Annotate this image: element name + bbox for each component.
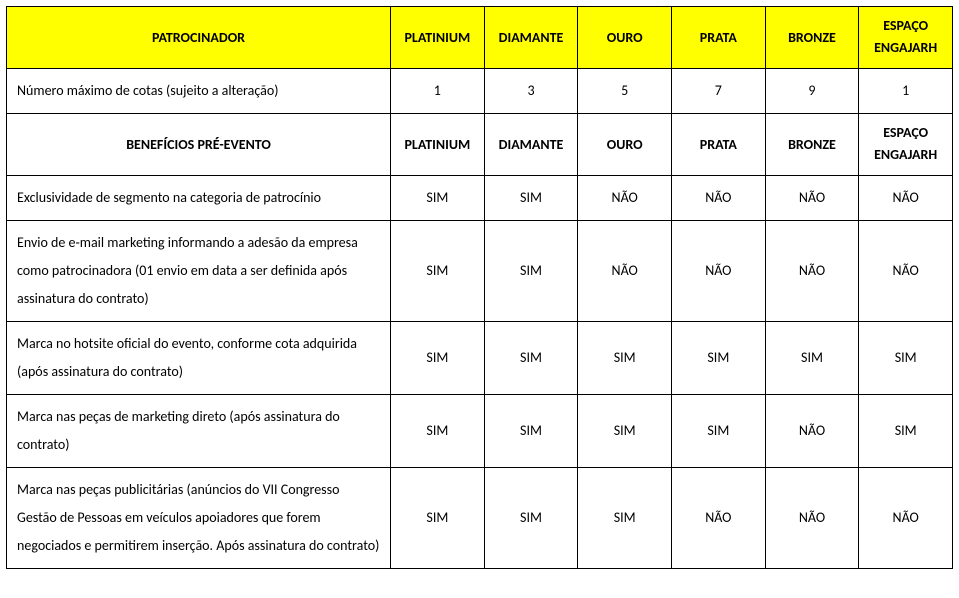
cell-value: NÃO [765, 175, 859, 220]
tier-bronze: BRONZE [765, 113, 859, 175]
header-row-patrocinador: PATROCINADOR PLATINIUM DIAMANTE OURO PRA… [7, 7, 953, 69]
cell-value: SIM [391, 394, 485, 467]
cell-value: SIM [672, 321, 766, 394]
table-row: Marca nas peças publicitárias (anúncios … [7, 467, 953, 568]
table-row: Marca nas peças de marketing direto (apó… [7, 394, 953, 467]
tier-ouro: OURO [578, 7, 672, 69]
cell-value: SIM [484, 220, 578, 321]
cell-value: SIM [391, 220, 485, 321]
cell-value: SIM [484, 175, 578, 220]
cell-value: 9 [765, 68, 859, 113]
row-label: Marca nas peças de marketing direto (apó… [7, 394, 391, 467]
cell-value: SIM [859, 394, 953, 467]
tier-espaco-engajarh: ESPAÇO ENGAJARH [859, 113, 953, 175]
tier-bronze: BRONZE [765, 7, 859, 69]
cell-value: SIM [484, 467, 578, 568]
cell-value: SIM [765, 321, 859, 394]
table-row: Exclusividade de segmento na categoria d… [7, 175, 953, 220]
cell-value: SIM [672, 394, 766, 467]
tier-platinum: PLATINIUM [391, 7, 485, 69]
cell-value: NÃO [859, 220, 953, 321]
cell-value: SIM [391, 175, 485, 220]
row-label: Envio de e-mail marketing informando a a… [7, 220, 391, 321]
cell-value: NÃO [672, 467, 766, 568]
cell-value: SIM [578, 394, 672, 467]
tier-diamante: DIAMANTE [484, 113, 578, 175]
table-row: Envio de e-mail marketing informando a a… [7, 220, 953, 321]
cell-value: 7 [672, 68, 766, 113]
table-row: Marca no hotsite oficial do evento, conf… [7, 321, 953, 394]
cell-value: SIM [391, 321, 485, 394]
header-row-beneficios: BENEFÍCIOS PRÉ-EVENTO PLATINIUM DIAMANTE… [7, 113, 953, 175]
tier-ouro: OURO [578, 113, 672, 175]
cell-value: 3 [484, 68, 578, 113]
cell-value: 5 [578, 68, 672, 113]
row-label: Número máximo de cotas (sujeito a altera… [7, 68, 391, 113]
row-cotas: Número máximo de cotas (sujeito a altera… [7, 68, 953, 113]
cell-value: SIM [484, 321, 578, 394]
cell-value: NÃO [765, 394, 859, 467]
cell-value: SIM [484, 394, 578, 467]
tier-espaco-engajarh: ESPAÇO ENGAJARH [859, 7, 953, 69]
tier-platinum: PLATINIUM [391, 113, 485, 175]
espaco-label: ESPAÇO [869, 15, 942, 37]
cell-value: NÃO [859, 467, 953, 568]
header-title: BENEFÍCIOS PRÉ-EVENTO [7, 113, 391, 175]
cell-value: NÃO [765, 220, 859, 321]
cell-value: SIM [859, 321, 953, 394]
cell-value: NÃO [765, 467, 859, 568]
sponsorship-table: PATROCINADOR PLATINIUM DIAMANTE OURO PRA… [6, 6, 953, 569]
row-label: Marca no hotsite oficial do evento, conf… [7, 321, 391, 394]
cell-value: NÃO [859, 175, 953, 220]
cell-value: 1 [391, 68, 485, 113]
espaco-label: ESPAÇO [869, 122, 942, 144]
header-title: PATROCINADOR [7, 7, 391, 69]
engajarh-label: ENGAJARH [869, 144, 942, 166]
tier-diamante: DIAMANTE [484, 7, 578, 69]
cell-value: NÃO [578, 220, 672, 321]
cell-value: SIM [578, 467, 672, 568]
tier-prata: PRATA [672, 113, 766, 175]
cell-value: SIM [578, 321, 672, 394]
engajarh-label: ENGAJARH [869, 37, 942, 59]
cell-value: 1 [859, 68, 953, 113]
cell-value: NÃO [672, 220, 766, 321]
tier-prata: PRATA [672, 7, 766, 69]
cell-value: NÃO [672, 175, 766, 220]
row-label: Marca nas peças publicitárias (anúncios … [7, 467, 391, 568]
cell-value: NÃO [578, 175, 672, 220]
row-label: Exclusividade de segmento na categoria d… [7, 175, 391, 220]
cell-value: SIM [391, 467, 485, 568]
